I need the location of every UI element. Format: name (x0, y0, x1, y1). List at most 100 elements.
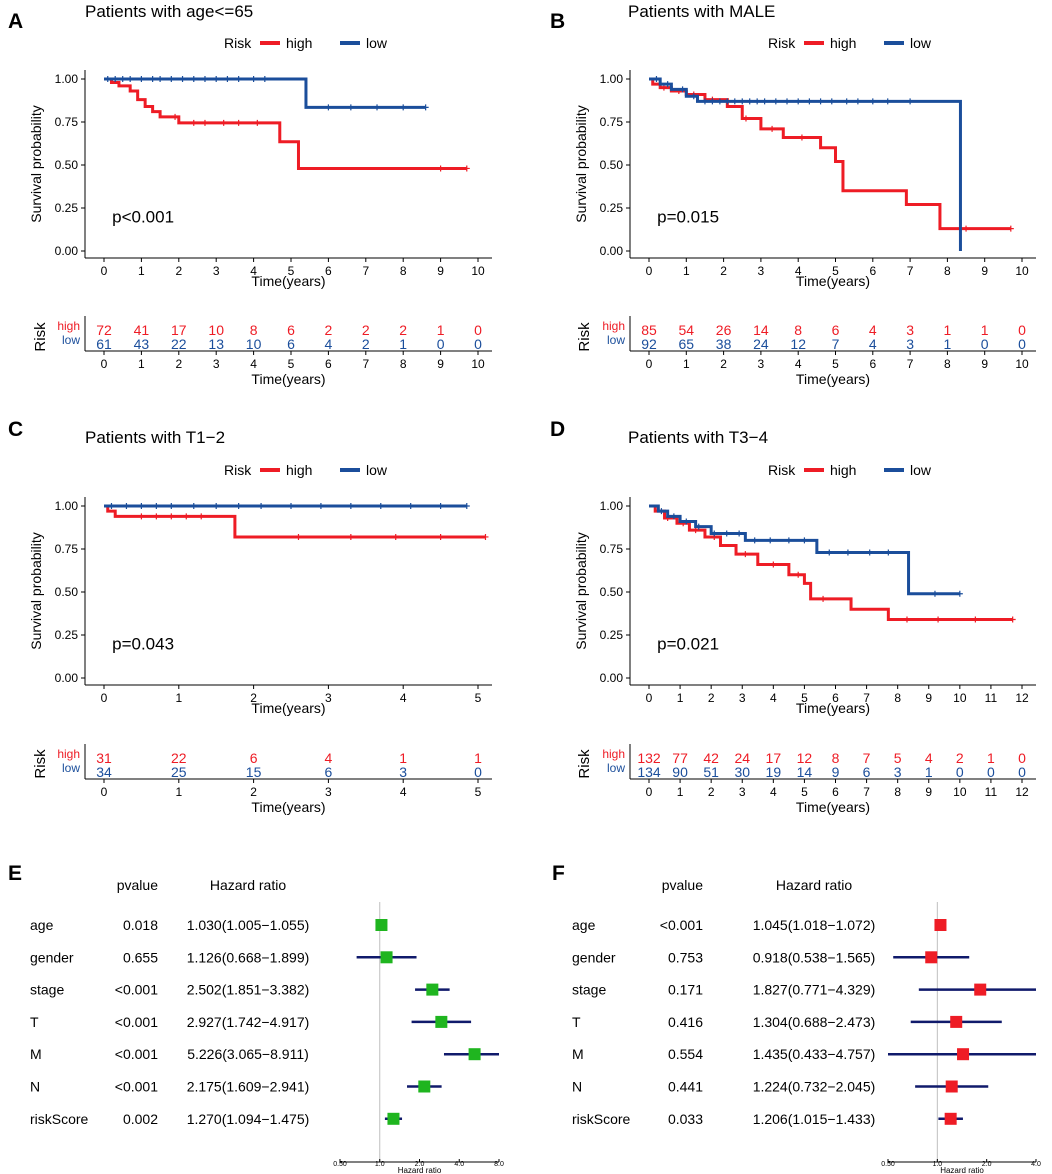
risk-x-axis-title: Time(years) (251, 371, 325, 387)
risk-count-high: 0 (1018, 322, 1026, 338)
x-axis-title: Time(years) (251, 273, 325, 289)
legend-label-high: high (286, 462, 312, 478)
row-hazard-ratio: 2.927(1.742−4.917) (187, 1014, 310, 1030)
risk-x-tick-label: 3 (325, 785, 332, 799)
risk-count-low: 15 (246, 764, 262, 780)
risk-count-low: 34 (96, 764, 112, 780)
censor-mark-low (785, 537, 792, 544)
y-tick-label: 0.50 (55, 585, 79, 599)
censor-mark-low (407, 503, 414, 509)
censor-mark-low (739, 98, 746, 105)
risk-count-low: 12 (790, 336, 806, 352)
risk-x-tick-label: 1 (138, 357, 145, 371)
risk-count-low: 0 (437, 336, 445, 352)
legend-label-low: low (366, 35, 388, 51)
forest-x-tick-label: 2.0 (982, 1161, 992, 1168)
panel-letter: E (8, 862, 22, 885)
risk-count-high: 0 (474, 322, 482, 338)
risk-count-high: 8 (832, 750, 840, 766)
hr-marker (944, 1112, 957, 1125)
censor-mark-low (885, 549, 892, 556)
p-value: p=0.021 (657, 635, 719, 654)
km-curve-high (649, 504, 1013, 622)
risk-x-tick-label: 5 (475, 785, 482, 799)
risk-count-low: 1 (925, 764, 933, 780)
row-hazard-ratio: 2.502(1.851−3.382) (187, 982, 310, 998)
row-label: N (572, 1079, 582, 1095)
censor-mark-low (866, 549, 873, 556)
censor-mark-high (963, 225, 970, 232)
censor-mark-low (828, 98, 835, 105)
x-tick-label: 4 (400, 691, 407, 705)
risk-x-tick-label: 8 (894, 785, 901, 799)
row-hazard-ratio: 0.918(0.538−1.565) (753, 949, 876, 965)
header-pvalue: pvalue (662, 877, 703, 893)
panel-title: Patients with T3−4 (628, 428, 768, 447)
risk-x-tick-label: 9 (981, 357, 988, 371)
hr-marker (925, 951, 938, 964)
x-tick-label: 10 (953, 691, 967, 705)
risk-x-axis-title: Time(years) (796, 371, 870, 387)
censor-mark-low (463, 503, 470, 509)
row-pvalue: 0.002 (123, 1111, 158, 1127)
risk-x-tick-label: 12 (1015, 785, 1029, 799)
risk-count-low: 90 (672, 764, 688, 780)
y-tick-label: 1.00 (600, 499, 624, 513)
risk-count-high: 26 (716, 322, 732, 338)
x-tick-label: 1 (683, 264, 690, 278)
y-tick-label: 0.75 (600, 542, 624, 556)
forest-x-tick-label: 1.0 (932, 1161, 942, 1168)
censor-mark-low (826, 549, 833, 556)
censor-mark-low (695, 523, 702, 530)
censor-mark-low (325, 104, 332, 111)
hr-marker (418, 1080, 431, 1093)
forest-row: N <0.001 2.175(1.609−2.941) (30, 1079, 442, 1095)
risk-row-label-high: high (602, 747, 625, 761)
risk-count-low: 61 (96, 336, 112, 352)
censor-mark-low (153, 503, 160, 509)
risk-count-low: 7 (832, 336, 840, 352)
censor-mark-low (317, 503, 324, 509)
censor-mark-high (935, 616, 942, 623)
risk-count-high: 85 (641, 322, 657, 338)
risk-row-label-high: high (57, 747, 80, 761)
censor-mark-low (190, 503, 197, 509)
censor-mark-low (104, 76, 111, 82)
censor-mark-high (392, 533, 399, 540)
risk-count-low: 134 (637, 764, 661, 780)
y-tick-label: 0.25 (55, 628, 79, 642)
censor-mark-low (751, 537, 758, 544)
p-value: p=0.015 (657, 208, 719, 227)
censor-mark-high (1007, 225, 1014, 232)
censor-mark-high (153, 513, 160, 520)
censor-mark-high (770, 561, 777, 568)
risk-count-high: 132 (637, 750, 661, 766)
row-hazard-ratio: 1.270(1.094−1.475) (187, 1111, 310, 1127)
hr-marker (957, 1048, 970, 1061)
forest-x-tick-label: 0.50 (881, 1161, 895, 1168)
legend-label-low: low (910, 462, 932, 478)
hr-marker (945, 1080, 958, 1093)
legend-label-high: high (830, 462, 856, 478)
risk-count-high: 2 (399, 322, 407, 338)
x-tick-label: 0 (646, 264, 653, 278)
x-tick-label: 4 (795, 264, 802, 278)
risk-x-tick-label: 10 (1015, 357, 1029, 371)
censor-mark-high (172, 113, 179, 120)
x-tick-label: 8 (400, 264, 407, 278)
x-tick-label: 12 (1015, 691, 1029, 705)
hr-marker (426, 983, 439, 996)
y-tick-label: 0.00 (600, 244, 624, 258)
legend-title: Risk (768, 462, 796, 478)
risk-x-tick-label: 2 (175, 357, 182, 371)
x-tick-label: 5 (288, 264, 295, 278)
p-value: p=0.043 (112, 635, 174, 654)
risk-x-tick-label: 10 (953, 785, 967, 799)
x-tick-label: 0 (101, 691, 108, 705)
censor-mark-low (190, 76, 197, 82)
censor-mark-low (400, 104, 407, 111)
censor-mark-low (784, 98, 791, 105)
row-label: stage (30, 982, 64, 998)
x-axis-title: Time(years) (796, 700, 870, 716)
